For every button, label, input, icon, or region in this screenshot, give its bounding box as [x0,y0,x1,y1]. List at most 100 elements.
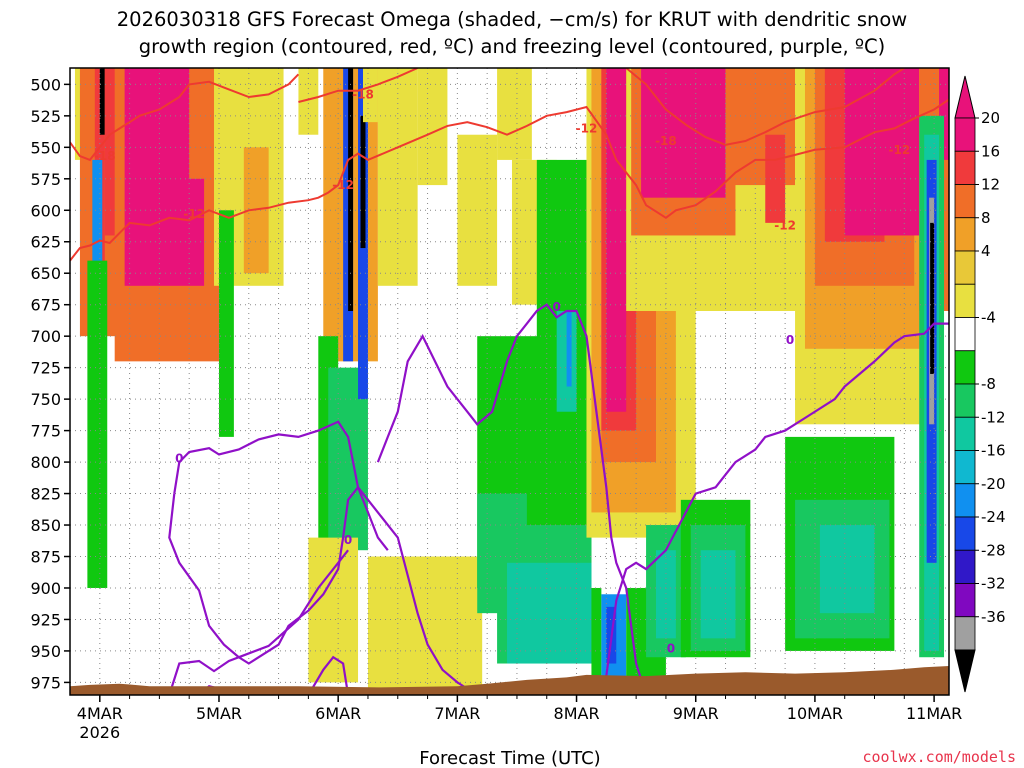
colorbar-top-arrow [954,75,976,119]
dgz-contour-label: -18 [94,149,116,163]
dgz-contour-label: -12 [888,143,910,157]
y-tick-label: 950 [30,642,61,661]
dgz-contour-minus18 [625,68,905,146]
y-tick-label: 750 [30,390,61,409]
omega-cell [218,210,234,437]
colorbar-label: 12 [981,176,1000,194]
y-tick-label: 875 [30,548,61,567]
omega-cell [377,68,418,286]
colorbar-label: -8 [981,375,996,393]
colorbar-bin [954,450,976,485]
chart-title-line1: 2026030318 GFS Forecast Omega (shaded, −… [117,8,907,31]
dgz-contour-minus18 [298,68,419,103]
colorbar-bin [954,616,976,651]
freezing-contour-label: 0 [667,641,675,655]
y-tick-label: 675 [30,296,61,315]
y-axis: 500 525 550 575 600 625 650 675 700 725 750 775 800 8… [30,75,70,692]
freezing-contour [173,420,389,551]
freezing-contour [376,303,648,695]
colorbar-bin [954,416,976,451]
omega-cell [87,260,108,588]
plot-frame [69,67,950,696]
colorbar-label: 4 [981,242,991,260]
freezing-contour-label: 0 [552,300,560,314]
y-tick-label: 900 [30,579,61,598]
omega-cell [360,115,366,249]
omega-cell [497,68,532,160]
omega-cell [566,310,572,387]
x-tick-label: 9MAR [673,704,719,723]
y-tick-label: 525 [30,107,61,126]
colorbar-bin [954,516,976,551]
freezing-contour-label: 0 [344,533,352,547]
dgz-contour-label: -18 [352,87,374,101]
omega-cell [99,68,105,135]
colorbar-bin [954,217,976,252]
omega-cell [591,587,602,683]
colorbar-label: -16 [981,442,1006,460]
y-tick-label: 550 [30,138,61,157]
y-tick-label: 625 [30,233,61,252]
colorbar-label: -20 [981,475,1006,493]
y-tick-label: 800 [30,453,61,472]
dgz-contour-label: -12 [332,178,354,192]
plot-area: -18 -12 -18 -12 -12 -18 -12 -12 0 0 0 0 0 [70,68,949,695]
colorbar-bottom-arrow [954,649,976,693]
y-tick-label: 600 [30,201,61,220]
colorbar-label: 16 [981,142,1000,160]
colorbar-label: -12 [981,408,1006,426]
omega-cell [457,134,498,286]
chart-title-line2: growth region (contoured, red, ºC) and f… [139,35,886,58]
y-tick-label: 775 [30,422,61,441]
terrain-fill [70,666,949,695]
colorbar-label: -24 [981,508,1006,526]
x-tick-label: 5MAR [196,704,242,723]
freezing-contour [600,322,949,695]
x-tick-label: 4MAR [77,704,123,723]
colorbar-bin [954,117,976,152]
omega-cell [656,550,676,639]
x-tick-label: 7MAR [434,704,480,723]
colorbar-label: 20 [981,109,1000,127]
colorbar-bin [954,549,976,584]
x-tick-label: 8MAR [554,704,600,723]
omega-cell [819,525,875,614]
colorbar-bin [954,483,976,518]
omega-cell [930,222,935,374]
y-tick-label: 700 [30,327,61,346]
colorbar-bin [954,317,976,352]
x-tick-sublabel: 2026 [79,723,120,742]
omega-cell [308,537,359,683]
dgz-contour-label: -12 [774,218,796,232]
y-tick-label: 925 [30,610,61,629]
freezing-contour [168,493,349,659]
omega-cell [92,159,103,286]
dgz-contours: -18 -12 -18 -12 -12 -18 -12 -12 [70,68,949,262]
colorbar-bin [954,150,976,185]
omega-cell [363,68,378,123]
y-tick-label: 850 [30,516,61,535]
omega-shading [74,68,949,695]
y-tick-label: 825 [30,485,61,504]
colorbar-label: -36 [981,608,1006,626]
omega-cell [844,68,920,236]
dgz-contour-label: -12 [576,121,598,135]
colorbar-bin [954,350,976,385]
y-tick-label: 500 [30,75,61,94]
colorbar-label: -32 [981,575,1006,593]
credit-text: coolwx.com/models [862,748,1016,766]
omega-cell [507,562,592,664]
freezing-contour-label: 0 [786,333,794,347]
x-tick-label: 10MAR [787,704,843,723]
dgz-contour-label: -12 [183,207,205,221]
omega-cell [348,68,354,311]
y-tick-label: 575 [30,170,61,189]
colorbar-label: -28 [981,541,1006,559]
y-tick-label: 725 [30,359,61,378]
x-axis-title: Forecast Time (UTC) [419,748,600,768]
freezing-contour [307,655,350,695]
colorbar-bin [954,583,976,618]
colorbar-bin [954,383,976,418]
